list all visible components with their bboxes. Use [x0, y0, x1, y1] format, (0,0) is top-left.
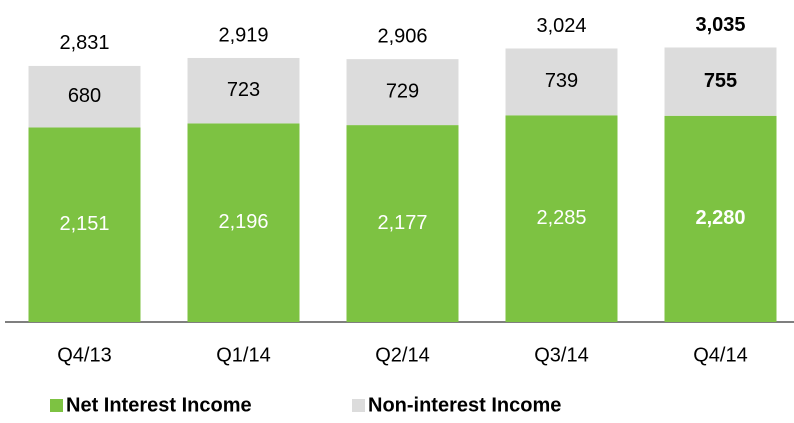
value-label: 2,196 [218, 211, 268, 233]
value-label: 2,285 [536, 207, 586, 229]
bar-segment [346, 125, 459, 322]
bar-segment [28, 127, 141, 322]
bar-segment [187, 123, 300, 322]
bar-segment [505, 115, 618, 323]
total-label: 2,919 [218, 24, 268, 46]
bar-segment [187, 57, 300, 124]
x-tick-label: Q4/14 [693, 344, 747, 366]
value-label: 2,151 [59, 213, 109, 235]
legend-label: Non-interest Income [368, 394, 561, 416]
bar-segment [28, 65, 141, 128]
x-tick-label: Q3/14 [534, 344, 588, 366]
bar-segment [346, 59, 459, 126]
total-label: 3,024 [536, 15, 586, 37]
value-label: 755 [704, 70, 737, 92]
total-label: 2,831 [59, 32, 109, 54]
bar-segment [505, 48, 618, 116]
value-label: 723 [227, 79, 260, 101]
x-tick-label: Q4/13 [57, 344, 111, 366]
legend-swatch [352, 399, 365, 412]
legend-label: Net Interest Income [66, 394, 252, 416]
legend-swatch [50, 399, 63, 412]
value-label: 2,280 [695, 207, 745, 229]
x-tick-label: Q2/14 [375, 344, 429, 366]
value-label: 729 [386, 80, 419, 102]
x-tick-label: Q1/14 [216, 344, 270, 366]
bar-segment [664, 47, 777, 116]
total-label: 3,035 [695, 14, 745, 36]
total-label: 2,906 [377, 25, 427, 47]
value-label: 739 [545, 70, 578, 92]
bar-segment [664, 115, 777, 322]
value-label: 2,177 [377, 212, 427, 234]
value-label: 680 [68, 85, 101, 107]
